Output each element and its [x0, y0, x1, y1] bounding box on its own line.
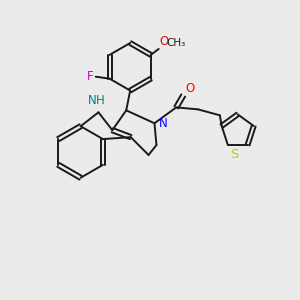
Text: H: H: [96, 94, 105, 107]
Text: S: S: [230, 148, 238, 161]
Text: N: N: [88, 94, 97, 107]
Text: O: O: [160, 35, 169, 48]
Text: CH₃: CH₃: [167, 38, 186, 48]
Text: N: N: [158, 117, 167, 130]
Text: O: O: [185, 82, 194, 94]
Text: F: F: [87, 70, 94, 83]
